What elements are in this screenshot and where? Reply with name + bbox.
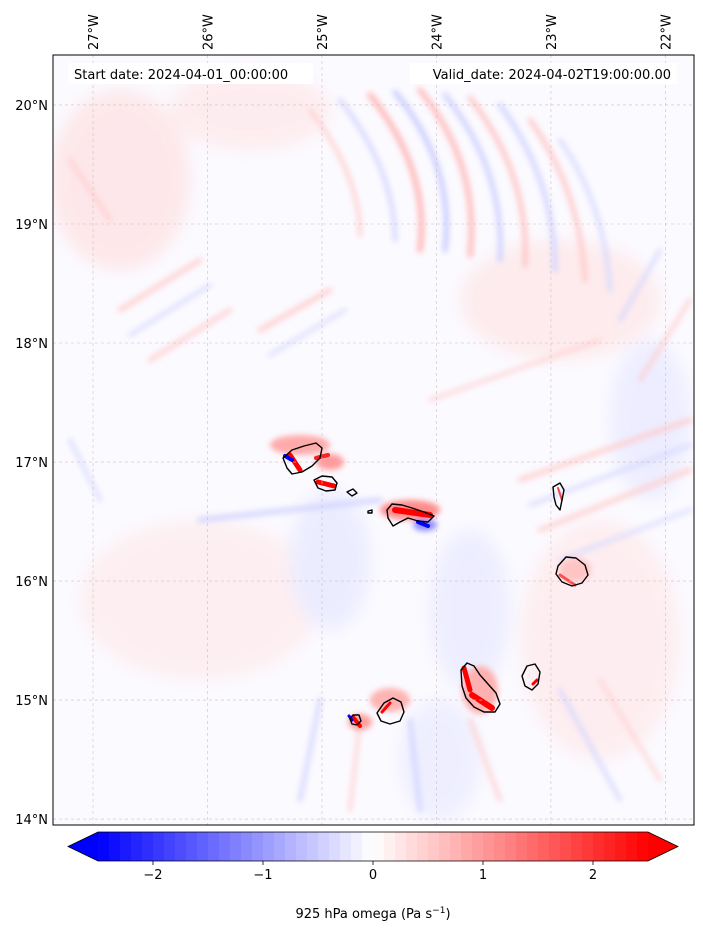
lon-tick-label: 23°W <box>545 14 560 50</box>
start-date-box <box>68 63 313 84</box>
colorbar-cell <box>439 832 451 861</box>
lat-tick-label: 17°N <box>15 456 48 471</box>
colorbar-cell <box>362 832 374 861</box>
colorbar-cell <box>241 832 253 861</box>
colorbar-cell <box>329 832 341 861</box>
colorbar-cell <box>142 832 154 861</box>
colorbar-cell <box>626 832 638 861</box>
island-fogo <box>376 697 405 725</box>
coastlines <box>282 442 589 726</box>
colorbar-cell <box>318 832 330 861</box>
lon-tick-label: 22°W <box>659 14 674 50</box>
lon-tick-label: 25°W <box>316 14 331 50</box>
colorbar-cell <box>296 832 308 861</box>
colorbar-cell <box>186 832 198 861</box>
colorbar-cell <box>131 832 143 861</box>
colorbar-cell <box>417 832 429 861</box>
lat-tick-label: 20°N <box>15 99 48 114</box>
colorbar-cell <box>274 832 286 861</box>
colorbar-cell <box>340 832 352 861</box>
island-sao-vicente <box>313 475 338 492</box>
lat-tick-label: 16°N <box>15 575 48 590</box>
colorbar-cell <box>472 832 484 861</box>
colorbar-cell <box>307 832 319 861</box>
colorbar-tick-label: −2 <box>143 868 162 883</box>
colorbar-tick-label: −1 <box>253 868 272 883</box>
lat-tick-label: 18°N <box>15 337 48 352</box>
valid-date-label: Valid_date: 2024-04-02T19:00:00.00 <box>433 68 671 83</box>
colorbar-label: 925 hPa omega (Pa s−1) <box>295 906 450 922</box>
colorbar-cell <box>571 832 583 861</box>
colorbar-cells <box>67 831 679 862</box>
island-santa-luzia <box>346 488 358 497</box>
valid-date-box <box>410 63 677 84</box>
colorbar-cell <box>505 832 517 861</box>
colorbar-tick-label: 0 <box>369 868 377 883</box>
lon-tick-label: 26°W <box>202 14 217 50</box>
colorbar-cell <box>527 832 539 861</box>
colorbar-tick-label: 1 <box>479 868 487 883</box>
colorbar-outline <box>67 831 679 862</box>
colorbar-cell <box>637 832 649 861</box>
colorbar-cell <box>175 832 187 861</box>
gridlines <box>53 55 694 825</box>
island-sao-nicolau <box>386 503 435 527</box>
longitude-labels: 27°W 26°W 25°W 24°W 23°W 22°W <box>87 14 674 50</box>
latitude-labels: 20°N 19°N 18°N 17°N 16°N 15°N 14°N <box>15 99 48 828</box>
colorbar-cell <box>615 832 627 861</box>
lat-tick-label: 15°N <box>15 694 48 709</box>
omega-field <box>53 70 693 820</box>
colorbar-cell <box>560 832 572 861</box>
colorbar-cell <box>516 832 528 861</box>
island-raso <box>367 509 373 514</box>
colorbar-cell <box>395 832 407 861</box>
island-santo-antao <box>282 442 323 475</box>
lat-tick-label: 19°N <box>15 218 48 233</box>
colorbar-cell <box>593 832 605 861</box>
colorbar-cell <box>351 832 363 861</box>
colorbar-cell <box>604 832 616 861</box>
colorbar: −2 −1 0 1 2 925 hPa omega (Pa s−1) <box>67 831 679 922</box>
colorbar-cell <box>384 832 396 861</box>
island-maio <box>521 663 541 691</box>
island-boa-vista <box>555 556 589 587</box>
colorbar-cell <box>483 832 495 861</box>
colorbar-cell <box>120 832 132 861</box>
colorbar-cell <box>406 832 418 861</box>
island-brava <box>349 714 362 726</box>
colorbar-cell <box>461 832 473 861</box>
colorbar-cell <box>208 832 220 861</box>
colorbar-cell <box>494 832 506 861</box>
colorbar-cell <box>549 832 561 861</box>
map-frame <box>52 54 695 826</box>
lon-tick-label: 27°W <box>87 14 102 50</box>
colorbar-cell <box>252 832 264 861</box>
colorbar-tick-label: 2 <box>589 868 597 883</box>
island-santiago <box>460 662 501 713</box>
start-date-label: Start date: 2024-04-01_00:00:00 <box>74 68 288 83</box>
colorbar-cell <box>450 832 462 861</box>
colorbar-cell <box>582 832 594 861</box>
colorbar-cell <box>373 832 385 861</box>
island-sal <box>552 482 565 511</box>
colorbar-cell <box>263 832 275 861</box>
colorbar-cell <box>164 832 176 861</box>
lon-tick-label: 24°W <box>430 14 445 50</box>
colorbar-ticks: −2 −1 0 1 2 <box>143 861 597 883</box>
colorbar-cell <box>538 832 550 861</box>
colorbar-cell <box>109 832 121 861</box>
colorbar-cell <box>153 832 165 861</box>
colorbar-cell <box>219 832 231 861</box>
colorbar-max-extend <box>648 832 678 861</box>
lat-tick-label: 14°N <box>15 813 48 828</box>
colorbar-min-extend <box>68 832 98 861</box>
colorbar-cell <box>285 832 297 861</box>
colorbar-cell <box>428 832 440 861</box>
colorbar-cell <box>230 832 242 861</box>
colorbar-cell <box>98 832 110 861</box>
colorbar-cell <box>197 832 209 861</box>
